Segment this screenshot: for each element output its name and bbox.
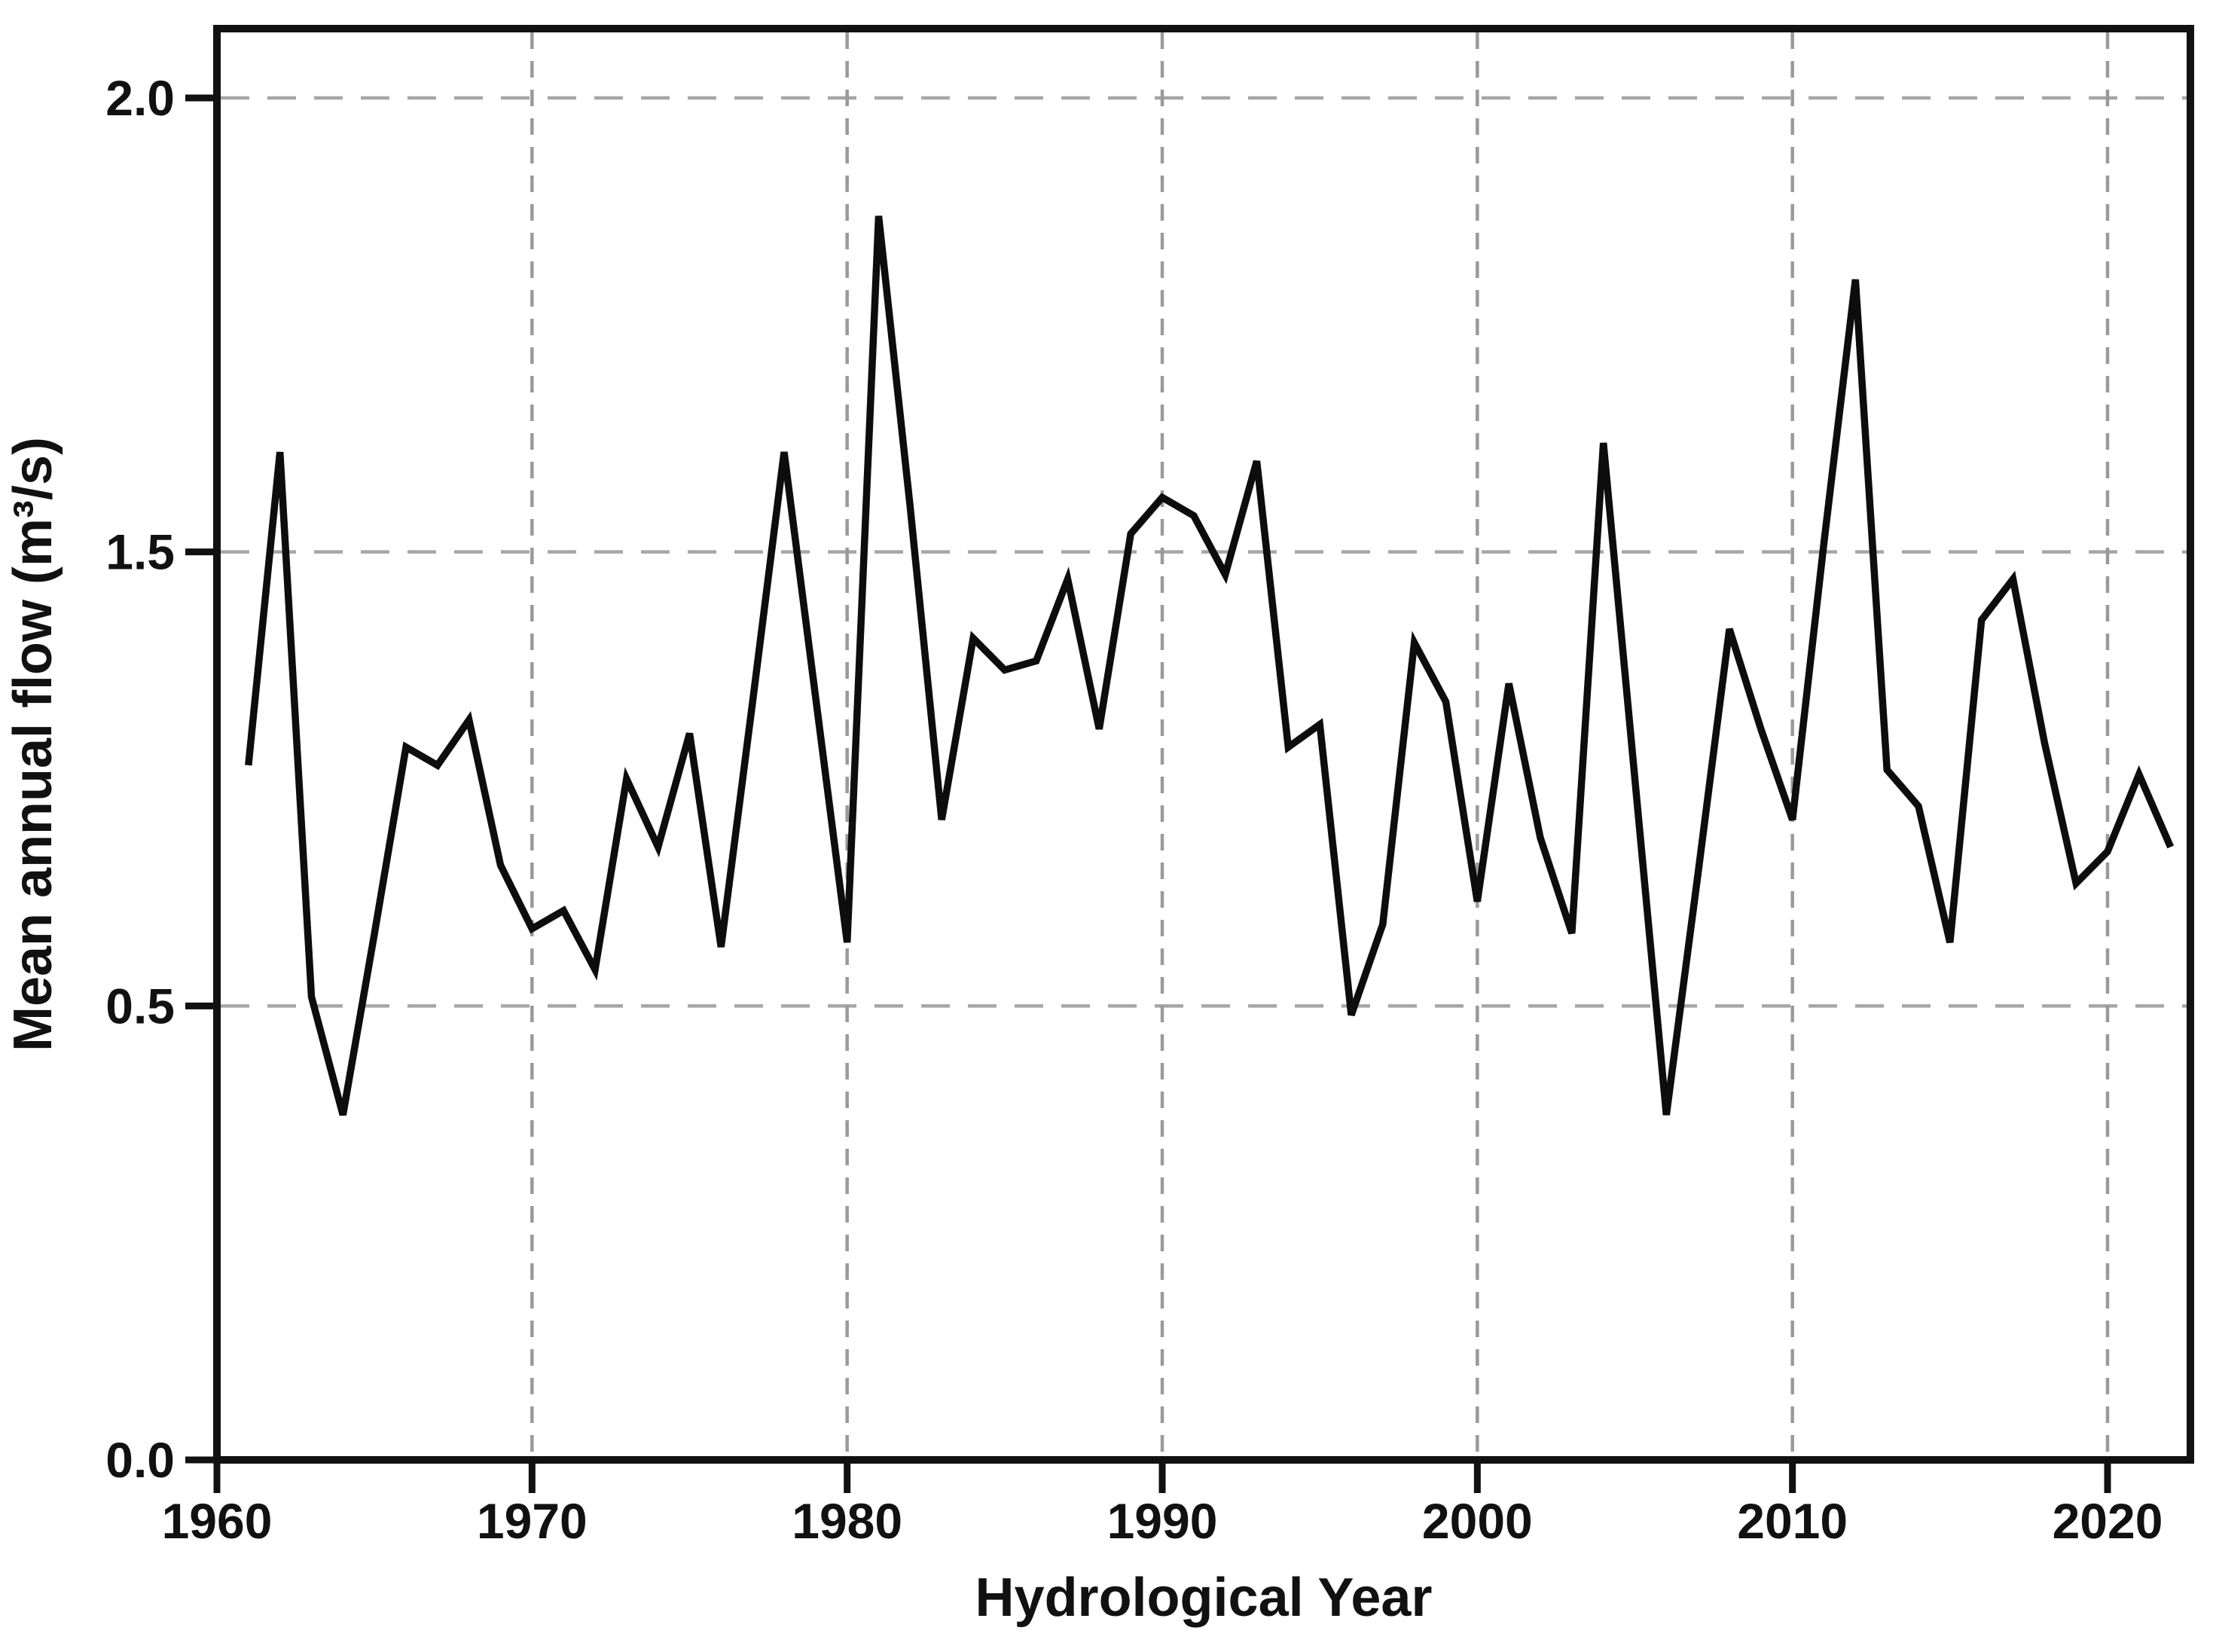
x-tick-label: 1990 [1107,1493,1218,1549]
x-tick-label: 1960 [162,1493,273,1549]
y-tick-label: 2.0 [105,70,175,126]
y-tick-label: 1.5 [105,524,175,580]
horizontal-gridlines [221,96,2187,1008]
x-tick-label: 1980 [792,1493,902,1549]
x-axis-title: Hydrological Year [975,1568,1433,1628]
x-tick-label: 1970 [477,1493,588,1549]
x-tick-label: 2010 [1737,1493,1848,1549]
y-tick-label: 0.5 [105,978,175,1034]
plot-border [213,25,2194,1464]
flow-line-series [245,215,2175,1116]
vertical-gridlines [530,32,2110,1456]
axis-ticks [185,94,2111,1493]
x-tick-label: 2020 [2053,1493,2163,1549]
y-tick-label: 0.0 [105,1432,175,1488]
y-axis-title: Mean annual flow (m³/s) [3,437,63,1052]
x-tick-label: 2000 [1422,1493,1533,1549]
